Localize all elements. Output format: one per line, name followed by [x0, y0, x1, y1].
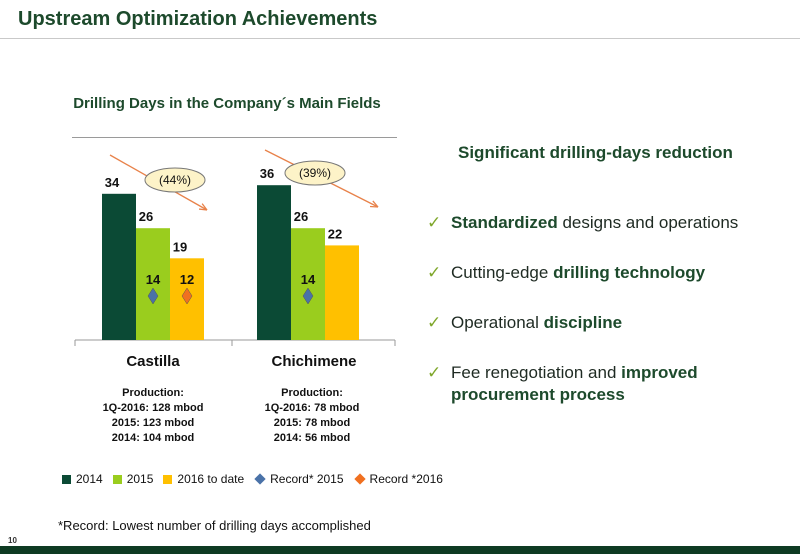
achievement-item: ✓ Operational discipline: [427, 312, 787, 334]
reduction-percentage-label: (39%): [299, 166, 331, 180]
record-value-label: 14: [146, 272, 161, 287]
legend-item-2014: 2014: [62, 472, 103, 486]
bar-value-label: 22: [328, 226, 342, 241]
legend-label-record-2015: Record* 2015: [270, 472, 344, 486]
production-chichimene: Production: 1Q-2016: 78 mbod 2015: 78 mb…: [232, 386, 392, 446]
production-line: 2014: 56 mbod: [273, 432, 351, 444]
legend-swatch-2016: [163, 474, 173, 484]
bar-value-label: 34: [105, 175, 120, 190]
footer-bar: [0, 546, 800, 554]
achievement-text: Standardized designs and operations: [451, 213, 739, 232]
legend-item-2015: 2015: [112, 472, 154, 486]
check-icon: ✓: [427, 313, 442, 332]
reduction-callout: [144, 167, 206, 193]
bar-2014: [102, 193, 136, 340]
legend-diamond-record-2016: [353, 473, 366, 485]
check-icon: ✓: [427, 363, 442, 382]
achievement-item: ✓ Cutting-edge drilling technology: [427, 262, 787, 284]
record-diamond-marker: [147, 287, 159, 305]
category-label-chichimene: Chichimene: [271, 353, 357, 370]
category-label-castilla: Castilla: [126, 353, 180, 370]
production-line: 2014: 104 mbod: [111, 432, 195, 444]
legend-diamond-record-2015: [254, 473, 266, 485]
record-diamond-marker: [302, 287, 314, 305]
achievement-item: ✓ Fee renegotiation and improved procure…: [427, 362, 787, 406]
reduction-arrow-head: [198, 203, 208, 211]
record-value-label: 12: [180, 272, 194, 287]
chart-title: Drilling Days in the Company´s Main Fiel…: [73, 95, 381, 112]
reduction-arrow-head: [369, 200, 379, 208]
legend-label-2014: 2014: [76, 472, 103, 486]
record-diamond-marker: [181, 287, 193, 305]
check-icon: ✓: [427, 213, 442, 232]
legend-label-2015: 2015: [126, 472, 154, 486]
chart-title-divider: [72, 137, 397, 138]
legend-label-record-2016: Record *2016: [369, 472, 443, 486]
legend-item-record-2016: Record *2016: [353, 472, 443, 486]
production-title: Production:: [122, 387, 184, 399]
title-divider: [0, 38, 800, 39]
reduction-percentage-label: (44%): [159, 173, 191, 187]
reduction-callout: [284, 160, 346, 186]
legend-swatch-2015: [112, 474, 122, 484]
production-line: 1Q-2016: 78 mbod: [264, 402, 360, 414]
legend-label-2016: 2016 to date: [177, 472, 245, 486]
production-line: 1Q-2016: 128 mbod: [102, 402, 204, 414]
page-title: Upstream Optimization Achievements: [18, 8, 378, 30]
bar-2015: [291, 228, 325, 340]
bar-value-label: 26: [139, 209, 153, 224]
page-number: 10: [8, 536, 17, 545]
check-icon: ✓: [427, 263, 442, 282]
production-line: 2015: 78 mbod: [273, 417, 351, 429]
bar-value-label: 36: [260, 166, 274, 181]
bar-2016-to-date: [325, 245, 359, 340]
achievement-item: ✓ Standardized designs and operations: [427, 212, 787, 234]
bar-2015: [136, 228, 170, 340]
legend-swatch-2014: [62, 474, 71, 484]
footnote: *Record: Lowest number of drilling days …: [58, 518, 371, 533]
bar-value-label: 19: [173, 239, 187, 254]
bar-2014: [257, 185, 291, 340]
legend-item-record-2015: Record* 2015: [254, 472, 344, 486]
achievement-list: ✓ Standardized designs and operations ✓ …: [427, 212, 787, 406]
production-line: 2015: 123 mbod: [111, 417, 195, 429]
achievement-text: Operational discipline: [451, 313, 623, 332]
key-message-heading: Significant drilling-days reduction: [458, 143, 733, 162]
chart-legend: 2014 2015 2016 to date Record* 2015 Reco…: [62, 472, 453, 486]
legend-item-2016: 2016 to date: [163, 472, 244, 486]
achievement-text: Fee renegotiation and improved procureme…: [451, 363, 698, 404]
achievement-text: Cutting-edge drilling technology: [451, 263, 706, 282]
record-value-label: 14: [301, 272, 316, 287]
production-title: Production:: [281, 387, 343, 399]
bar-value-label: 26: [294, 209, 308, 224]
production-castilla: Production: 1Q-2016: 128 mbod 2015: 123 …: [73, 386, 233, 446]
